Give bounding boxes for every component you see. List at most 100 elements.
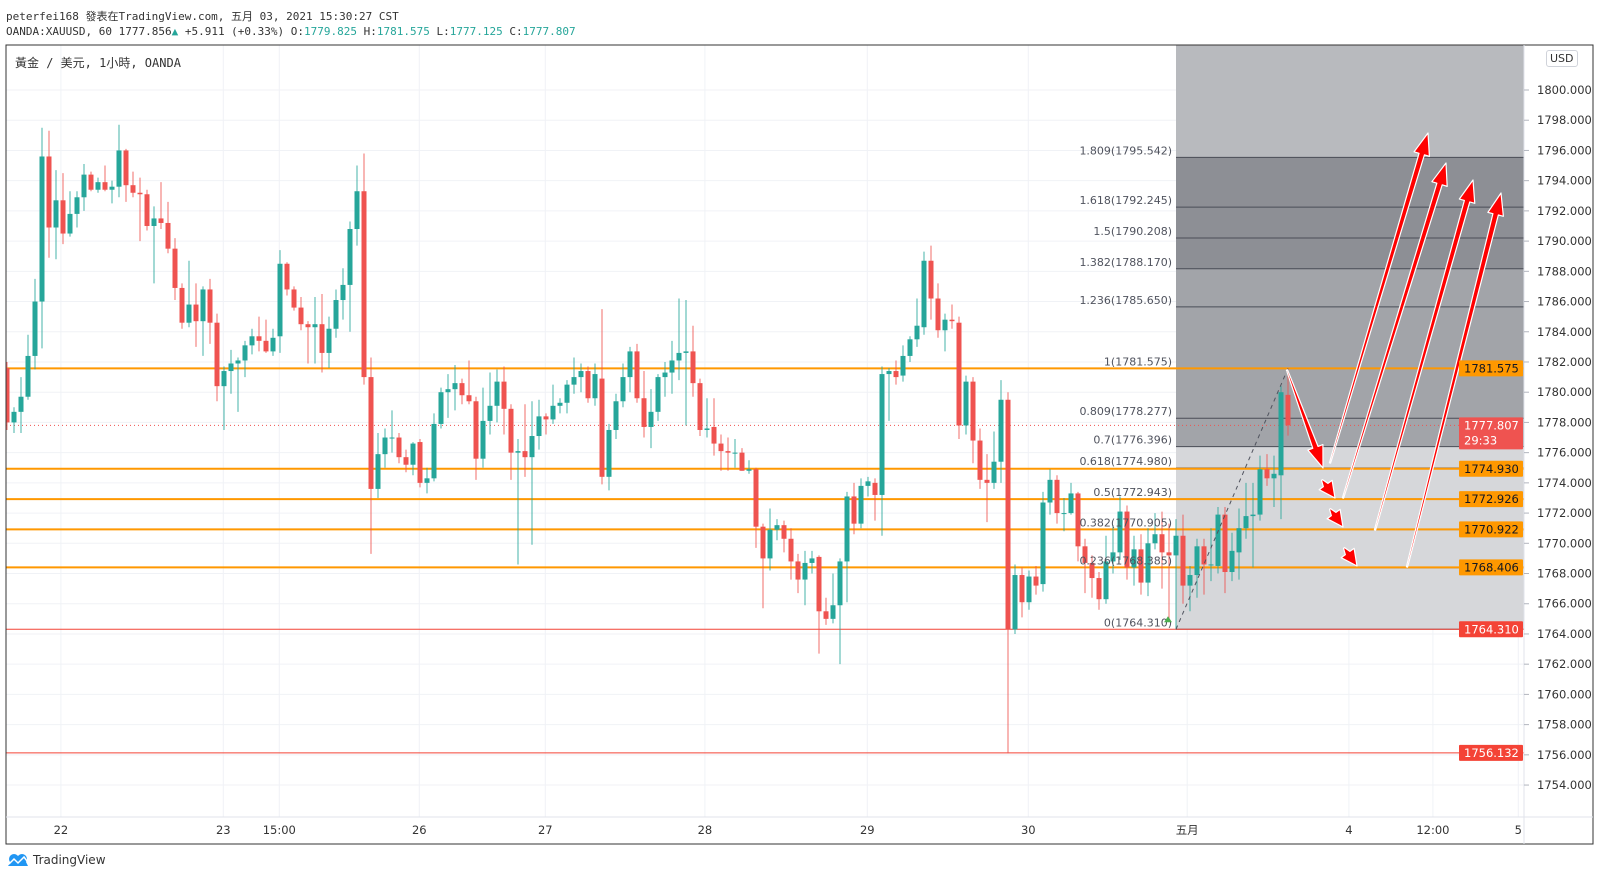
candle[interactable] — [536, 399, 542, 450]
candle[interactable] — [704, 398, 710, 438]
candle[interactable] — [942, 313, 948, 352]
candle[interactable] — [760, 523, 766, 609]
candle[interactable] — [949, 304, 955, 329]
down-arrow[interactable] — [1285, 369, 1324, 469]
candle[interactable] — [256, 316, 262, 352]
candle[interactable] — [669, 340, 675, 394]
up-arrow[interactable] — [1405, 192, 1504, 568]
candle[interactable] — [641, 371, 647, 438]
candle[interactable] — [5, 361, 10, 430]
price-axis[interactable]: 1754.000 1756.000 1758.000 1760.000 1762.000… — [1524, 83, 1592, 792]
candle[interactable] — [74, 191, 80, 228]
candle[interactable] — [872, 478, 878, 521]
candle[interactable] — [312, 297, 318, 364]
candle[interactable] — [235, 357, 241, 412]
candle[interactable] — [1110, 525, 1116, 574]
candle[interactable] — [123, 148, 129, 202]
candle[interactable] — [963, 375, 969, 435]
candle[interactable] — [1194, 538, 1200, 598]
candle[interactable] — [466, 360, 472, 405]
candle[interactable] — [424, 467, 430, 494]
candle[interactable] — [39, 127, 45, 349]
candle[interactable] — [550, 384, 556, 424]
candle[interactable] — [676, 298, 682, 381]
candle[interactable] — [662, 361, 668, 397]
candle[interactable] — [375, 432, 381, 498]
candle[interactable] — [158, 182, 164, 230]
candle[interactable] — [263, 319, 269, 353]
candle[interactable] — [1047, 469, 1053, 515]
candle[interactable] — [1124, 505, 1130, 580]
candle[interactable] — [879, 366, 885, 536]
candle[interactable] — [396, 432, 402, 464]
candle[interactable] — [340, 268, 346, 320]
candle[interactable] — [522, 404, 528, 477]
candle[interactable] — [186, 260, 192, 328]
candle[interactable] — [655, 374, 661, 421]
candle[interactable] — [480, 387, 486, 468]
tradingview-logo[interactable]: TradingView — [6, 853, 106, 867]
candle[interactable] — [193, 283, 199, 347]
candle[interactable] — [1257, 455, 1263, 521]
candle[interactable] — [67, 191, 73, 237]
candle[interactable] — [130, 171, 136, 198]
candle[interactable] — [1243, 482, 1249, 539]
candle[interactable] — [767, 508, 773, 571]
candle[interactable] — [1117, 496, 1123, 560]
candle[interactable] — [900, 345, 906, 382]
down-arrow[interactable] — [1340, 547, 1358, 567]
candle[interactable] — [487, 372, 493, 435]
candle[interactable] — [417, 439, 423, 488]
candle[interactable] — [557, 398, 563, 414]
candle[interactable] — [711, 398, 717, 456]
candle[interactable] — [683, 300, 689, 426]
candle[interactable] — [494, 369, 500, 423]
candle[interactable] — [207, 278, 213, 344]
candle[interactable] — [774, 519, 780, 541]
candle[interactable] — [746, 460, 752, 474]
candle[interactable] — [291, 286, 297, 311]
candle[interactable] — [788, 528, 794, 580]
time-axis[interactable]: 22 23 15:00 26 27 28 29 30 五月 4 12:00 5 — [54, 823, 1522, 837]
candle[interactable] — [816, 555, 822, 654]
candle[interactable] — [515, 439, 521, 565]
candle[interactable] — [1019, 567, 1025, 618]
candle[interactable] — [452, 365, 458, 411]
candle[interactable] — [620, 363, 626, 408]
candle[interactable] — [445, 374, 451, 418]
candle[interactable] — [277, 250, 283, 353]
candle[interactable] — [1250, 482, 1256, 568]
candle[interactable] — [844, 491, 850, 603]
candle[interactable] — [137, 177, 143, 242]
candle[interactable] — [606, 423, 612, 491]
candle[interactable] — [389, 410, 395, 453]
candle[interactable] — [95, 177, 101, 193]
candle[interactable] — [368, 357, 374, 554]
candle[interactable] — [214, 313, 220, 402]
candle[interactable] — [991, 431, 997, 489]
candle[interactable] — [1208, 528, 1214, 582]
candle[interactable] — [200, 286, 206, 356]
candle[interactable] — [781, 520, 787, 553]
candle[interactable] — [732, 439, 738, 468]
up-arrow[interactable] — [1328, 132, 1431, 464]
candle[interactable] — [46, 130, 52, 258]
candle[interactable] — [1089, 555, 1095, 598]
candle[interactable] — [739, 448, 745, 471]
candle[interactable] — [1033, 565, 1039, 595]
currency-button[interactable]: USD — [1546, 50, 1578, 67]
candle[interactable] — [298, 297, 304, 331]
candle[interactable] — [998, 380, 1004, 483]
candle[interactable] — [319, 293, 325, 373]
candle[interactable] — [1096, 572, 1102, 610]
candle[interactable] — [18, 377, 24, 433]
candle[interactable] — [718, 434, 724, 471]
candle[interactable] — [347, 221, 353, 332]
candle[interactable] — [1145, 528, 1151, 597]
up-arrow[interactable] — [1373, 179, 1476, 531]
candle[interactable] — [165, 201, 171, 254]
candle[interactable] — [809, 550, 815, 574]
candle[interactable] — [823, 597, 829, 625]
candle[interactable] — [270, 328, 276, 356]
candle[interactable] — [1166, 523, 1172, 622]
